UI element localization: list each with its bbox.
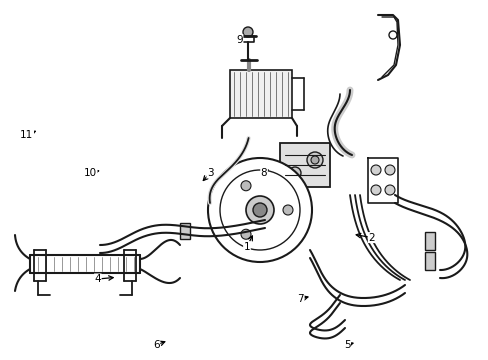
Circle shape [384, 185, 394, 195]
Circle shape [207, 158, 311, 262]
Circle shape [241, 181, 250, 191]
Circle shape [220, 170, 299, 250]
Circle shape [310, 156, 318, 164]
Text: 11: 11 [20, 130, 34, 140]
Text: 4: 4 [94, 274, 101, 284]
Circle shape [384, 165, 394, 175]
Circle shape [241, 229, 250, 239]
Text: 2: 2 [367, 233, 374, 243]
Circle shape [245, 196, 273, 224]
Text: 7: 7 [297, 294, 304, 304]
Circle shape [370, 185, 380, 195]
Bar [229, 70, 291, 118]
Circle shape [288, 167, 301, 179]
Bar [424, 252, 434, 270]
Bar [180, 223, 190, 239]
Bar [280, 143, 329, 187]
Circle shape [243, 27, 252, 37]
Text: 3: 3 [206, 168, 213, 178]
Text: 1: 1 [243, 242, 250, 252]
Text: 8: 8 [260, 168, 267, 178]
Circle shape [252, 203, 266, 217]
Bar [424, 232, 434, 250]
Circle shape [283, 205, 292, 215]
Circle shape [370, 165, 380, 175]
Circle shape [306, 152, 323, 168]
Text: 5: 5 [343, 340, 350, 350]
Text: 6: 6 [153, 340, 160, 350]
Text: 9: 9 [236, 35, 243, 45]
Circle shape [388, 31, 396, 39]
Text: 10: 10 [84, 168, 97, 178]
